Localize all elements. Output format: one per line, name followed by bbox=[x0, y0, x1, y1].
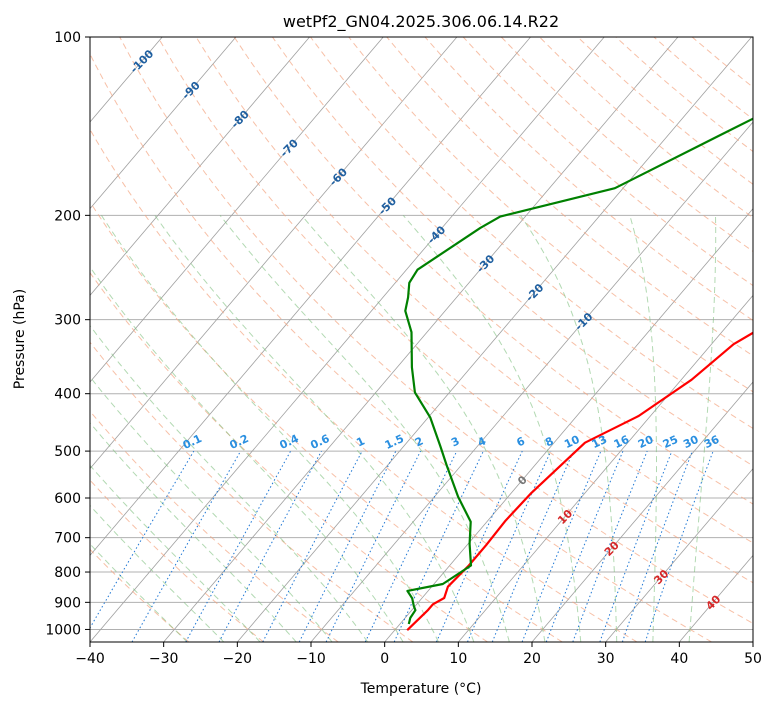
y-tick-label: 400 bbox=[54, 387, 81, 403]
dry-adiabat-line bbox=[90, 52, 712, 642]
moist-adiabat-line bbox=[90, 422, 297, 642]
dry-adiabat-line bbox=[90, 548, 190, 642]
dry-adiabat-line bbox=[90, 201, 563, 642]
isotherm-line bbox=[90, 37, 458, 470]
dry-adiabat-line bbox=[90, 341, 414, 642]
mixing-ratio-label: 20 bbox=[636, 433, 656, 451]
chart-title: wetPf2_GN04.2025.306.06.14.R22 bbox=[283, 12, 559, 32]
isotherm-line bbox=[90, 37, 384, 383]
x-tick-label: 10 bbox=[449, 651, 467, 667]
x-tick-label: −40 bbox=[75, 651, 105, 667]
x-tick-label: −30 bbox=[149, 651, 179, 667]
moist-adiabat-line bbox=[100, 215, 439, 642]
x-tick-label: 40 bbox=[670, 651, 688, 667]
moist-adiabat-line bbox=[90, 543, 188, 642]
y-tick-label: 700 bbox=[54, 531, 81, 547]
x-tick-label: −10 bbox=[296, 651, 326, 667]
isotherm-line bbox=[90, 37, 310, 296]
y-tick-label: 300 bbox=[54, 313, 81, 329]
y-tick-label: 500 bbox=[54, 444, 81, 460]
dry-adiabat-line bbox=[90, 479, 264, 642]
dry-adiabat-line bbox=[310, 37, 753, 430]
moist-adiabat-line bbox=[90, 464, 261, 642]
mixing-ratio-label: 16 bbox=[612, 433, 632, 451]
mixing-ratio-line bbox=[599, 450, 673, 642]
dry-adiabat-line bbox=[348, 37, 753, 393]
mixing-ratio-line bbox=[621, 450, 693, 642]
dry-adiabat-line bbox=[195, 37, 753, 544]
moist-adiabat-line bbox=[402, 214, 582, 642]
dewpoint-profile-line bbox=[404, 117, 753, 625]
moist-adiabat-line bbox=[90, 266, 404, 642]
plot-frame bbox=[89, 36, 754, 643]
dry-adiabat-line bbox=[233, 37, 753, 505]
y-tick-label: 200 bbox=[54, 208, 81, 224]
x-tick-label: 30 bbox=[597, 651, 615, 667]
y-tick-label: 900 bbox=[54, 595, 81, 611]
mixing-ratio-label: 13 bbox=[590, 433, 609, 451]
mixing-ratio-line bbox=[521, 450, 602, 642]
isotherm-line bbox=[90, 37, 605, 642]
x-tick-label: 50 bbox=[744, 651, 762, 667]
x-tick-label: 0 bbox=[380, 651, 389, 667]
moist-adiabat-line bbox=[154, 215, 475, 642]
y-tick-label: 800 bbox=[54, 565, 81, 581]
mixing-ratio-label: 10 bbox=[562, 433, 582, 451]
isotherm-line bbox=[605, 468, 753, 642]
moist-adiabat-line bbox=[688, 215, 717, 642]
moist-adiabat-line bbox=[90, 504, 225, 642]
y-tick-label: 1000 bbox=[45, 622, 81, 638]
mixing-ratio-line bbox=[572, 450, 648, 642]
data-layer bbox=[404, 117, 753, 631]
mixing-ratio-label: 30 bbox=[681, 433, 701, 451]
moist-adiabat-line bbox=[520, 215, 618, 642]
y-tick-label: 100 bbox=[54, 30, 81, 46]
dry-adiabat-line bbox=[90, 271, 488, 642]
mixing-ratio-line bbox=[491, 450, 574, 642]
dry-adiabat-line bbox=[271, 37, 753, 467]
isotherm-line bbox=[90, 37, 531, 556]
isotherm-line bbox=[458, 294, 753, 642]
dry-adiabat-line bbox=[90, 128, 638, 642]
isotherm-line bbox=[90, 37, 237, 210]
mixing-ratio-line bbox=[325, 450, 422, 642]
x-tick-label: 20 bbox=[523, 651, 541, 667]
mixing-ratio-label: 25 bbox=[661, 433, 680, 451]
axes-layer: −40 −30 −20 −10 0 10 20 30 40 50 100 200 300 400 500 60… bbox=[45, 30, 762, 667]
isotherm-line bbox=[163, 37, 679, 642]
mixing-ratio-line bbox=[298, 450, 397, 642]
mixing-ratio-line bbox=[218, 450, 322, 642]
x-tick-label: −20 bbox=[223, 651, 253, 667]
dry-adiabat-line bbox=[157, 37, 753, 584]
isotherm-line bbox=[237, 37, 752, 642]
x-axis-label: Temperature (°C) bbox=[360, 681, 482, 697]
moist-adiabat-line bbox=[90, 376, 333, 642]
isotherm-line bbox=[531, 381, 753, 642]
mixing-ratio-line bbox=[185, 450, 292, 642]
temperature-profile-line bbox=[406, 331, 753, 631]
moist-adiabat-line bbox=[219, 214, 510, 642]
y-axis-label: Pressure (hPa) bbox=[12, 289, 28, 389]
dry-adiabat-line bbox=[462, 37, 753, 287]
mixing-ratio-line bbox=[644, 450, 714, 642]
y-tick-label: 600 bbox=[54, 491, 81, 507]
mixing-ratio-line bbox=[545, 450, 624, 642]
mixing-ratio-label: 36 bbox=[702, 433, 722, 451]
moist-adiabat-line bbox=[629, 215, 657, 642]
